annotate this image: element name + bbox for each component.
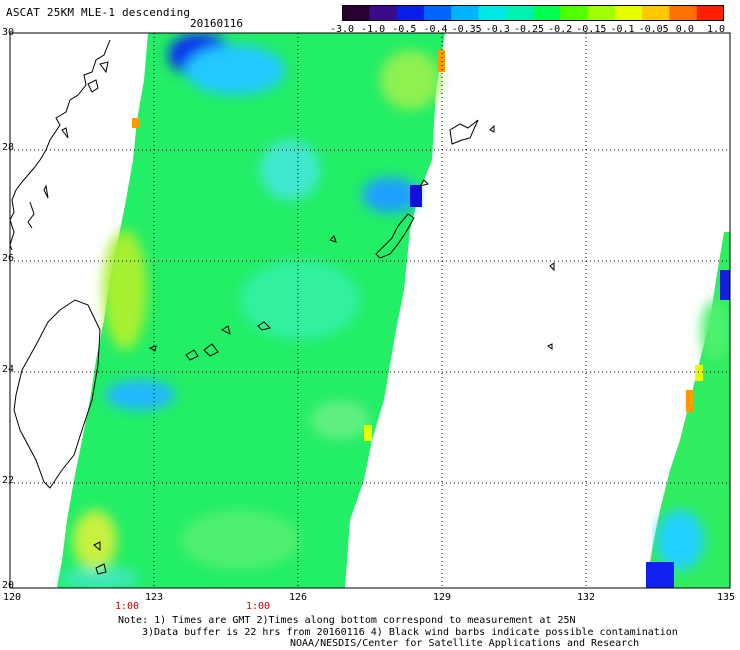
colorbar-tick-label: 1.0 <box>706 24 726 35</box>
lon-label-126: 126 <box>288 592 308 603</box>
time-label-1: 1:00 <box>114 601 140 612</box>
colorbar-tick-label: -1.0 <box>361 24 386 35</box>
colorbar-swatch <box>533 5 561 21</box>
colorbar-tick-label: -0.15 <box>576 24 607 35</box>
colorbar-swatch <box>587 5 616 21</box>
colorbar-tick-label: -0.05 <box>638 24 669 35</box>
colorbar-tick-label: -3.0 <box>329 24 355 35</box>
colorbar <box>342 5 724 21</box>
lon-label-129: 129 <box>432 592 452 603</box>
lon-label-132: 132 <box>576 592 596 603</box>
colorbar-frame <box>342 5 724 21</box>
lat-lon-grid <box>10 33 730 588</box>
lat-label-20: 20 <box>2 580 15 591</box>
note-line-3: NOAA/NESDIS/Center for Satellite Applica… <box>290 638 640 649</box>
lat-label-30: 30 <box>2 27 15 38</box>
note-line-1: Note: 1) Times are GMT 2)Times along bot… <box>118 615 576 626</box>
colorbar-tick-label: -0.2 <box>548 24 573 35</box>
colorbar-swatch <box>451 5 480 21</box>
map-title: ASCAT 25KM MLE-1 descending <box>6 6 191 19</box>
lat-label-26: 26 <box>2 253 15 264</box>
colorbar-tick-label: -0.3 <box>485 24 510 35</box>
colorbar-swatch <box>369 5 398 21</box>
coastline-icon <box>9 39 495 489</box>
time-label-2: 1:00 <box>245 601 271 612</box>
main-swath <box>57 33 445 588</box>
note-line-2: 3)Data buffer is 22 hrs from 20160116 4)… <box>142 627 678 638</box>
colorbar-tick-label: -0.5 <box>392 24 417 35</box>
lat-label-22: 22 <box>2 475 15 486</box>
lon-label-120: 120 <box>2 592 22 603</box>
colorbar-swatch <box>642 5 671 21</box>
colorbar-tick-label: -0.35 <box>451 24 482 35</box>
colorbar-swatch <box>505 5 534 21</box>
colorbar-swatch <box>423 5 452 21</box>
colorbar-swatch <box>342 5 370 21</box>
colorbar-swatch <box>560 5 589 21</box>
map-date: 20160116 <box>190 17 243 30</box>
colorbar-tick-label: -0.25 <box>513 24 545 35</box>
lat-label-24: 24 <box>2 364 15 375</box>
colorbar-tick-label: -0.1 <box>610 24 635 35</box>
right-swath <box>646 232 730 588</box>
colorbar-swatch <box>614 5 643 21</box>
map-frame <box>9 32 731 589</box>
lat-label-28: 28 <box>2 142 15 153</box>
colorbar-swatch <box>669 5 698 21</box>
colorbar-swatch <box>396 5 425 21</box>
colorbar-tick-label: -0.4 <box>423 24 448 35</box>
colorbar-swatch <box>696 5 724 21</box>
island-icon <box>93 179 555 575</box>
colorbar-tick-label: 0.0 <box>675 24 694 35</box>
lon-label-135: 135 <box>716 592 736 603</box>
colorbar-swatch <box>478 5 507 21</box>
lon-label-123: 123 <box>144 592 164 603</box>
